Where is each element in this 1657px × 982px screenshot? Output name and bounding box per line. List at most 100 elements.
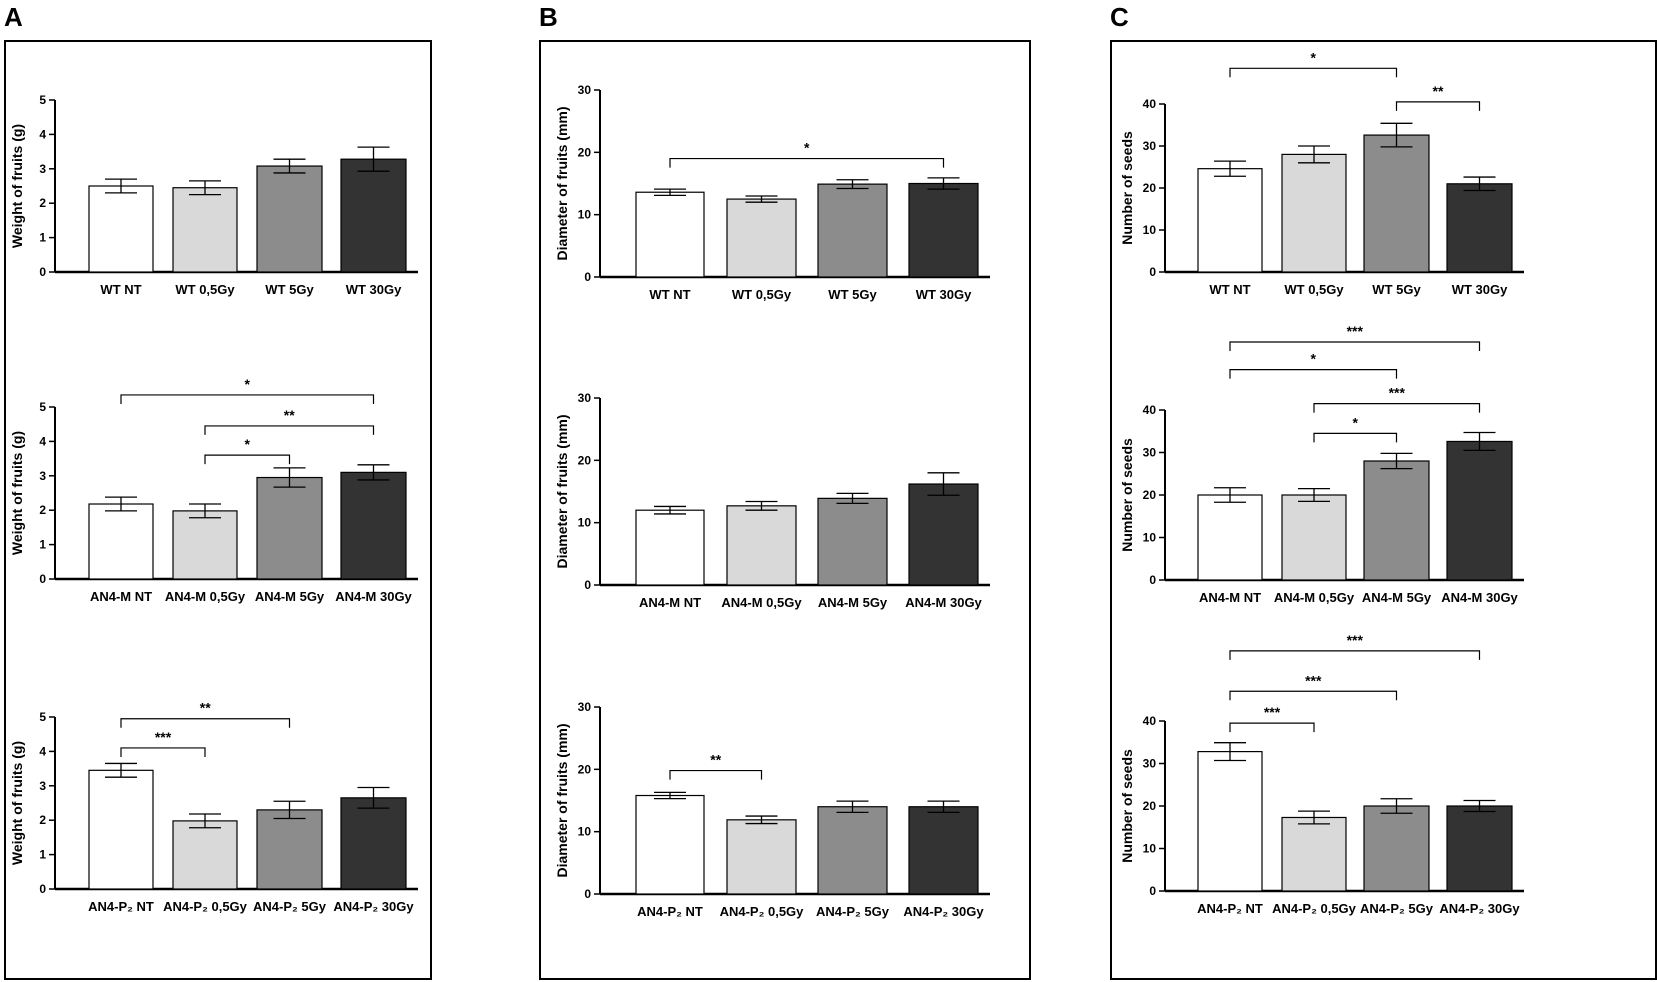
category-label: AN4-M NT [639, 595, 701, 610]
bar [256, 476, 323, 580]
y-tick-label: 4 [39, 127, 46, 141]
y-tick-label: 2 [39, 196, 46, 210]
significance-label: *** [1264, 704, 1281, 720]
chart-a1: 0 1 2 3 4 5 Weight of fruits (g) WT NT WT 0,5Gy W… [9, 93, 418, 297]
category-label: AN4-M 0,5Gy [721, 595, 802, 610]
bar [1446, 805, 1513, 892]
bar [817, 806, 888, 895]
category-label: AN4-P₂ 30Gy [333, 899, 414, 914]
y-tick-label: 10 [1143, 842, 1157, 856]
y-tick-label: 4 [39, 744, 46, 758]
category-label: WT 5Gy [828, 287, 877, 302]
bar [340, 158, 407, 273]
y-tick-label: 5 [39, 710, 46, 724]
bar [256, 165, 323, 273]
y-tick-label: 0 [39, 265, 46, 279]
category-label: WT 5Gy [1372, 282, 1421, 297]
y-tick-label: 10 [578, 208, 592, 222]
chart-c3: 0 10 20 30 40 Number of seeds AN4-P₂ NT AN4-P₂ … [1119, 632, 1524, 916]
category-label: AN4-P₂ 30Gy [903, 904, 984, 919]
significance-bracket [1229, 341, 1481, 351]
bar [172, 510, 238, 580]
bar [172, 187, 238, 273]
significance-bracket [120, 394, 375, 404]
bar [1363, 134, 1430, 273]
bar [1446, 440, 1513, 581]
significance-bracket [204, 425, 375, 435]
bar [1281, 494, 1347, 581]
y-tick-label: 30 [1143, 446, 1157, 460]
y-tick-label: 30 [578, 700, 592, 714]
chart-b3: 0 10 20 30 Diameter of fruits (mm) AN4-P₂ NT A… [554, 700, 990, 919]
bar [1363, 460, 1430, 581]
y-tick-label: 1 [39, 848, 46, 862]
y-tick-label: 30 [578, 83, 592, 97]
y-tick-label: 0 [1149, 884, 1156, 898]
category-label: AN4-M 0,5Gy [1274, 590, 1355, 605]
y-tick-label: 20 [1143, 488, 1157, 502]
y-axis-title: Diameter of fruits (mm) [554, 414, 570, 568]
significance-label: ** [710, 752, 721, 768]
category-label: WT 30Gy [1452, 282, 1508, 297]
category-label: AN4-P₂ NT [637, 904, 703, 919]
bar [1197, 750, 1263, 892]
significance-bracket [1229, 650, 1481, 660]
bar [635, 794, 705, 895]
significance-label: ** [284, 407, 295, 423]
significance-label: *** [1305, 672, 1322, 688]
significance-label: *** [1347, 632, 1364, 648]
significance-label: ** [200, 700, 211, 716]
y-tick-label: 0 [584, 887, 591, 901]
significance-bracket [120, 747, 206, 757]
y-axis-title: Number of seeds [1119, 749, 1135, 863]
bar [817, 497, 888, 586]
bar [340, 471, 407, 580]
panel-letter-b: B [539, 2, 558, 32]
y-tick-label: 20 [578, 762, 592, 776]
bar [340, 797, 407, 890]
bar [256, 809, 323, 890]
y-tick-label: 30 [578, 391, 592, 405]
category-label: AN4-M NT [1199, 590, 1261, 605]
bar [88, 185, 154, 273]
bar [1281, 153, 1347, 273]
bar [908, 182, 979, 278]
bar [908, 483, 979, 586]
bar [726, 505, 797, 586]
category-label: WT 30Gy [916, 287, 972, 302]
category-label: AN4-P₂ NT [1197, 901, 1263, 916]
significance-label: * [1353, 414, 1359, 430]
category-label: WT 5Gy [265, 282, 314, 297]
bar [635, 509, 705, 586]
significance-label: ** [1433, 83, 1444, 99]
bar [817, 183, 888, 278]
significance-label: *** [1347, 323, 1364, 339]
panel-c-frame [1110, 40, 1657, 980]
category-label: AN4-M NT [90, 589, 152, 604]
significance-label: * [245, 436, 251, 452]
y-tick-label: 30 [1143, 757, 1157, 771]
significance-bracket [1313, 403, 1481, 413]
y-tick-label: 0 [39, 572, 46, 586]
category-label: AN4-M 5Gy [1362, 590, 1432, 605]
y-tick-label: 1 [39, 538, 46, 552]
panel-letter-c: C [1110, 2, 1129, 32]
category-label: AN4-M 5Gy [818, 595, 888, 610]
y-tick-label: 10 [1143, 223, 1157, 237]
y-tick-label: 4 [39, 434, 46, 448]
panel-a-frame [4, 40, 432, 980]
significance-bracket [1313, 432, 1398, 443]
y-tick-label: 2 [39, 503, 46, 517]
significance-bracket [1229, 690, 1398, 701]
category-label: AN4-P₂ 5Gy [1360, 901, 1434, 916]
bar [88, 503, 154, 580]
bar [1446, 183, 1513, 273]
significance-label: * [804, 140, 810, 156]
category-label: WT NT [649, 287, 690, 302]
chart-c1: 0 10 20 30 40 Number of seeds WT NT WT 0,5Gy WT … [1119, 49, 1524, 297]
significance-label: * [1311, 351, 1317, 367]
chart-c2: 0 10 20 30 40 Number of seeds AN4-M NT AN4-M 0,… [1119, 323, 1524, 605]
category-label: AN4-P₂ 0,5Gy [720, 904, 805, 919]
bar [908, 806, 979, 895]
category-label: WT 0,5Gy [175, 282, 235, 297]
